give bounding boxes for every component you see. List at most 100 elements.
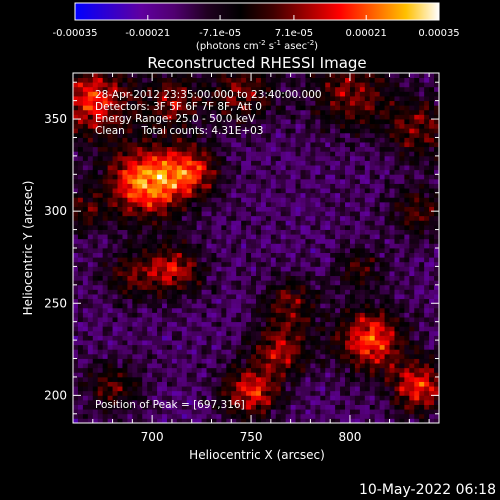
heatmap-cell bbox=[107, 275, 113, 281]
heatmap-cell bbox=[166, 169, 173, 175]
heatmap-cell bbox=[384, 353, 390, 359]
heatmap-cell bbox=[97, 197, 104, 203]
heatmap-cell bbox=[201, 275, 207, 281]
heatmap-cell bbox=[275, 289, 282, 295]
heatmap-cell bbox=[315, 155, 321, 161]
heatmap-cell bbox=[251, 119, 257, 125]
heatmap-cell bbox=[191, 275, 198, 281]
heatmap-cell bbox=[73, 77, 79, 83]
heatmap-cell bbox=[394, 243, 400, 249]
heatmap-cell bbox=[157, 321, 163, 327]
heatmap-cell bbox=[241, 280, 247, 286]
heatmap-cell bbox=[181, 312, 188, 318]
heatmap-cell bbox=[325, 132, 331, 138]
heatmap-cell bbox=[384, 82, 390, 88]
heatmap-cell bbox=[340, 399, 346, 405]
heatmap-cell bbox=[127, 114, 133, 120]
heatmap-cell bbox=[206, 73, 212, 79]
heatmap-cell bbox=[305, 169, 311, 175]
heatmap-cell bbox=[384, 395, 390, 401]
heatmap-cell bbox=[285, 178, 292, 184]
heatmap-cell bbox=[275, 211, 282, 217]
heatmap-cell bbox=[260, 367, 267, 373]
heatmap-cell bbox=[270, 91, 277, 97]
heatmap-cell bbox=[384, 252, 390, 258]
heatmap-cell bbox=[117, 349, 123, 355]
heatmap-cell bbox=[285, 275, 292, 281]
heatmap-cell bbox=[87, 275, 94, 281]
heatmap-cell bbox=[122, 82, 128, 88]
heatmap-cell bbox=[127, 142, 133, 148]
heatmap-cell bbox=[374, 105, 381, 111]
heatmap-cell bbox=[236, 178, 242, 184]
heatmap-cell bbox=[216, 289, 222, 295]
heatmap-cell bbox=[176, 165, 183, 171]
heatmap-cell bbox=[320, 349, 326, 355]
heatmap-cell bbox=[389, 418, 395, 423]
heatmap-cell bbox=[256, 344, 262, 350]
heatmap-cell bbox=[310, 160, 316, 166]
heatmap-cell bbox=[166, 142, 173, 148]
heatmap-cell bbox=[162, 404, 168, 410]
heatmap-cell bbox=[260, 224, 267, 230]
heatmap-cell bbox=[374, 372, 381, 378]
heatmap-cell bbox=[122, 86, 128, 92]
heatmap-cell bbox=[127, 243, 133, 249]
heatmap-cell bbox=[295, 224, 301, 230]
heatmap-cell bbox=[231, 146, 237, 152]
heatmap-cell bbox=[246, 335, 252, 341]
heatmap-cell bbox=[73, 399, 79, 405]
heatmap-cell bbox=[142, 220, 148, 226]
heatmap-cell bbox=[320, 271, 326, 277]
heatmap-cell bbox=[300, 128, 306, 134]
heatmap-cell bbox=[290, 289, 296, 295]
heatmap-cell bbox=[147, 390, 153, 396]
heatmap-cell bbox=[221, 119, 227, 125]
heatmap-cell bbox=[389, 271, 395, 277]
heatmap-cell bbox=[107, 142, 113, 148]
heatmap-cell bbox=[300, 206, 306, 212]
heatmap-cell bbox=[221, 372, 227, 378]
heatmap-cell bbox=[122, 229, 128, 235]
heatmap-cell bbox=[251, 123, 257, 129]
heatmap-cell bbox=[157, 326, 163, 332]
heatmap-cell bbox=[340, 353, 346, 359]
heatmap-cell bbox=[349, 169, 356, 175]
heatmap-cell bbox=[236, 298, 242, 304]
heatmap-cell bbox=[236, 215, 242, 221]
heatmap-cell bbox=[82, 280, 89, 286]
heatmap-cell bbox=[236, 105, 242, 111]
heatmap-cell bbox=[87, 132, 94, 138]
heatmap-cell bbox=[315, 413, 321, 419]
heatmap-cell bbox=[251, 146, 257, 152]
heatmap-cell bbox=[142, 91, 148, 97]
heatmap-cell bbox=[127, 280, 133, 286]
heatmap-cell bbox=[102, 326, 109, 332]
heatmap-cell bbox=[315, 119, 321, 125]
heatmap-cell bbox=[340, 381, 346, 387]
heatmap-cell bbox=[315, 303, 321, 309]
heatmap-cell bbox=[256, 243, 262, 249]
heatmap-cell bbox=[171, 303, 178, 309]
heatmap-cell bbox=[196, 100, 202, 106]
heatmap-cell bbox=[260, 289, 267, 295]
heatmap-cell bbox=[374, 132, 381, 138]
heatmap-cell bbox=[315, 77, 321, 83]
heatmap-cell bbox=[330, 367, 336, 373]
heatmap-cell bbox=[384, 229, 390, 235]
heatmap-cell bbox=[280, 165, 287, 171]
heatmap-cell bbox=[345, 326, 351, 332]
heatmap-cell bbox=[270, 142, 277, 148]
heatmap-cell bbox=[340, 271, 346, 277]
heatmap-cell bbox=[270, 82, 277, 88]
heatmap-cell bbox=[280, 137, 287, 143]
heatmap-cell bbox=[87, 248, 94, 254]
heatmap-cell bbox=[147, 160, 153, 166]
heatmap-cell bbox=[379, 201, 385, 207]
heatmap-cell bbox=[102, 114, 109, 120]
heatmap-cell bbox=[330, 229, 336, 235]
heatmap-cell bbox=[241, 192, 247, 198]
heatmap-cell bbox=[137, 266, 143, 272]
heatmap-cell bbox=[196, 257, 202, 263]
heatmap-cell bbox=[92, 142, 99, 148]
